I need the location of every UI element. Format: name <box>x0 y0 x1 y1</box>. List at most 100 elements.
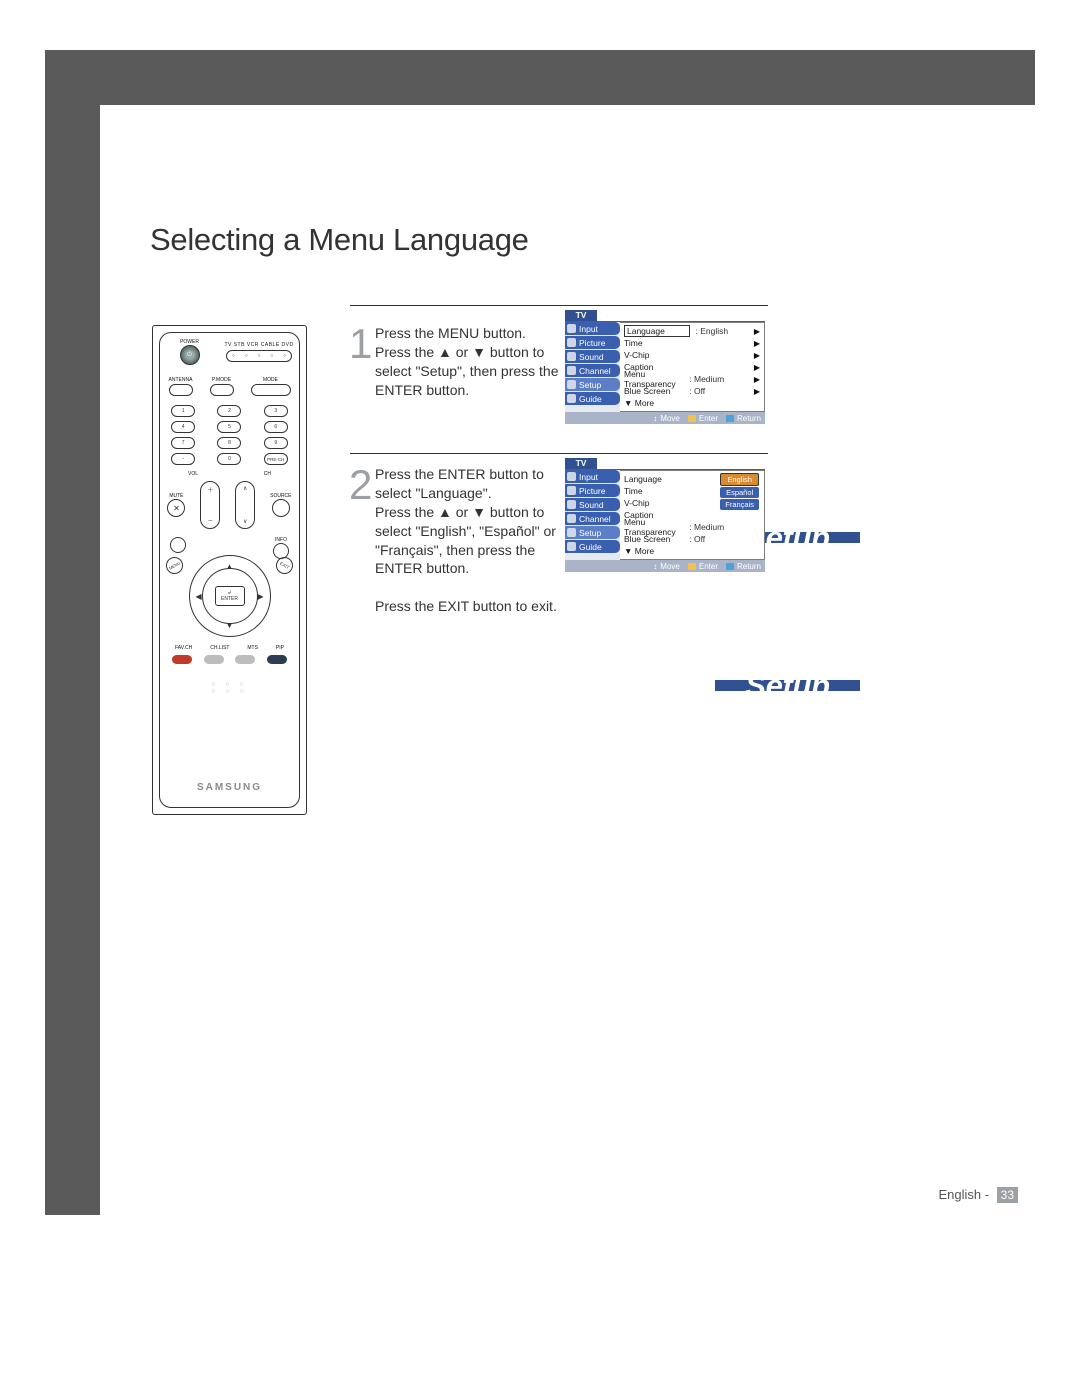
arrow-icon: ▶ <box>750 327 760 336</box>
dots-row: ○ ○ ○ <box>211 681 248 688</box>
osd2-tab-input[interactable]: Input <box>565 470 620 483</box>
lang-option-english[interactable]: English <box>720 473 759 486</box>
down-arrow-icon[interactable]: ▼ <box>226 621 234 630</box>
step-2-number: 2 <box>349 461 372 509</box>
return-label: Return <box>737 414 761 423</box>
right-arrow-icon[interactable]: ▶ <box>257 592 263 601</box>
arrow-icon: ▶ <box>749 387 760 396</box>
digit-8[interactable]: 8 <box>217 437 241 449</box>
red-button[interactable] <box>172 655 192 664</box>
dots-row-2: ○ ○ ○ <box>211 688 248 695</box>
step-1-text: Press the MENU button. Press the ▲ or ▼ … <box>375 324 565 400</box>
osd1-vchip-label[interactable]: V-Chip <box>624 350 689 360</box>
osd1-tv-label: TV <box>565 310 597 321</box>
return-icon <box>726 563 734 570</box>
arrow-icon: ▶ <box>749 351 760 360</box>
digit-4[interactable]: 4 <box>171 421 195 433</box>
left-arrow-icon[interactable]: ◀ <box>196 592 202 601</box>
osd1-tab-picture[interactable]: Picture <box>565 336 620 349</box>
antenna-button[interactable] <box>169 384 193 396</box>
mode-button[interactable] <box>251 384 291 396</box>
mute-button[interactable]: ✕ <box>167 499 185 517</box>
digit-0[interactable]: 0 <box>217 453 241 465</box>
osd2-sidebar: Input Picture Sound Channel Setup Guide <box>565 470 620 560</box>
osd2-time-label[interactable]: Time <box>624 486 689 496</box>
osd2-more-label[interactable]: ▼ More <box>624 546 689 556</box>
device-labels: TV STB VCR CABLE DVD <box>224 342 293 348</box>
device-mode[interactable]: ○○○○○ <box>226 350 292 362</box>
green-button[interactable] <box>204 655 224 664</box>
step-1: 1 Press the MENU button. Press the ▲ or … <box>345 324 565 400</box>
channel-icon <box>567 514 576 523</box>
d-pad[interactable]: ↲ ENTER ▲ ▼ ◀ ▶ <box>189 555 271 637</box>
digit-7[interactable]: 7 <box>171 437 195 449</box>
digit-1[interactable]: 1 <box>171 405 195 417</box>
arrow-icon: ▶ <box>749 339 760 348</box>
osd1-language-label[interactable]: Language <box>624 325 690 337</box>
digit-dash[interactable]: - <box>171 453 195 465</box>
osd2-tab-guide[interactable]: Guide <box>565 540 620 553</box>
favch-label: FAV.CH <box>175 645 192 651</box>
pmode-button[interactable] <box>210 384 234 396</box>
brand-logo: SAMSUNG <box>160 782 299 793</box>
footer-language: English <box>938 1187 981 1202</box>
yellow-button[interactable] <box>235 655 255 664</box>
digit-6[interactable]: 6 <box>264 421 288 433</box>
osd2-footer: ↕Move Enter Return <box>565 560 765 572</box>
osd1-tab-setup[interactable]: Setup <box>565 378 620 391</box>
enter-icon <box>688 563 696 570</box>
anynet-button[interactable] <box>170 537 186 553</box>
divider-2 <box>350 453 768 454</box>
picture-icon <box>567 486 576 495</box>
osd1-tab-guide[interactable]: Guide <box>565 392 620 405</box>
return-icon <box>726 415 734 422</box>
page-number: 33 <box>997 1187 1018 1203</box>
osd2-vchip-label[interactable]: V-Chip <box>624 498 689 508</box>
osd2-bluescreen-value: : Off <box>689 534 749 544</box>
antenna-label: ANTENNA <box>169 377 193 383</box>
move-icon: ↕ <box>653 562 657 571</box>
digit-2[interactable]: 2 <box>217 405 241 417</box>
osd2-bluescreen-label[interactable]: Blue Screen <box>624 534 689 544</box>
remote-control: POWER ⏻ TV STB VCR CABLE DVD ○○○○○ ANTEN… <box>152 325 307 815</box>
move-label: Move <box>660 414 680 423</box>
osd2-language-label[interactable]: Language <box>624 474 689 484</box>
osd1-footer: ↕Move Enter Return <box>565 412 765 424</box>
osd2-tab-picture[interactable]: Picture <box>565 484 620 497</box>
osd1-tab-input[interactable]: Input <box>565 322 620 335</box>
page-title: Selecting a Menu Language <box>150 222 529 258</box>
ch-label: CH <box>264 471 271 477</box>
blue-button[interactable] <box>267 655 287 664</box>
digit-5[interactable]: 5 <box>217 421 241 433</box>
osd1-tab-channel[interactable]: Channel <box>565 364 620 377</box>
move-icon: ↕ <box>653 414 657 423</box>
setup-icon <box>567 528 576 537</box>
page-footer: English - 33 <box>938 1187 1018 1203</box>
osd2-tab-channel[interactable]: Channel <box>565 512 620 525</box>
osd2-tab-sound[interactable]: Sound <box>565 498 620 511</box>
mode-label: MODE <box>263 377 278 383</box>
arrow-icon: ▶ <box>749 375 760 384</box>
osd1-bluescreen-label[interactable]: Blue Screen <box>624 386 689 396</box>
sound-icon <box>567 352 576 361</box>
osd2-tab-setup[interactable]: Setup <box>565 526 620 539</box>
vol-rocker[interactable]: ＋－ <box>200 481 220 529</box>
osd1-time-label[interactable]: Time <box>624 338 689 348</box>
mts-label: MTS <box>247 645 258 651</box>
ch-rocker[interactable]: ∧∨ <box>235 481 255 529</box>
up-arrow-icon[interactable]: ▲ <box>226 562 234 571</box>
enter-icon <box>688 415 696 422</box>
prech-button[interactable]: PRE-CH <box>264 453 288 465</box>
osd2-title: Setup <box>715 680 860 691</box>
step-2-text: Press the ENTER button to select "Langua… <box>375 465 565 616</box>
digit-3[interactable]: 3 <box>264 405 288 417</box>
digit-9[interactable]: 9 <box>264 437 288 449</box>
source-button[interactable] <box>272 499 290 517</box>
left-bar <box>45 105 100 1215</box>
lang-option-espanol[interactable]: Español <box>720 487 759 498</box>
step-1-number: 1 <box>349 320 372 368</box>
osd1-tab-sound[interactable]: Sound <box>565 350 620 363</box>
lang-option-francais[interactable]: Français <box>720 499 759 510</box>
power-button[interactable]: ⏻ <box>180 345 200 365</box>
osd1-more-label[interactable]: ▼ More <box>624 398 689 408</box>
